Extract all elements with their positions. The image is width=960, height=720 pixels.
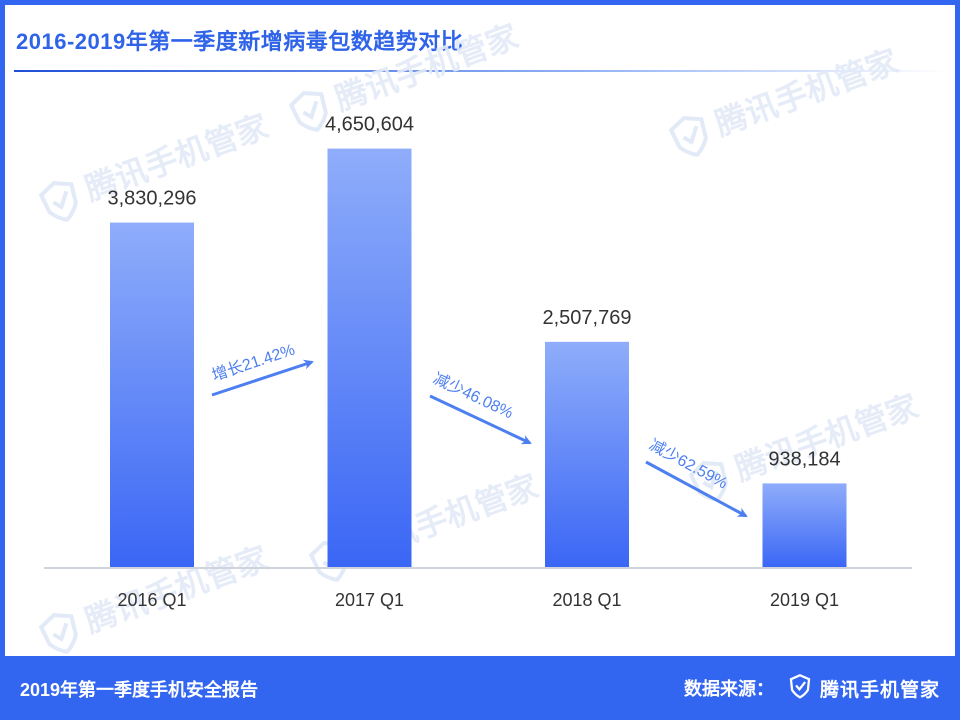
value-label: 2,507,769 (543, 307, 632, 329)
title-underline (14, 70, 948, 72)
bar-2018-q1 (545, 341, 629, 568)
value-label: 4,650,604 (325, 114, 414, 136)
brand-name: 腾讯手机管家 (819, 679, 940, 701)
trend-arrow (211, 359, 314, 397)
labels-layer: 3,830,296 2016 Q1 4,650,604 2017 Q1 2,507,76… (108, 114, 841, 610)
footer-report-title: 2019年第一季度手机安全报告 (20, 680, 259, 700)
source-label: 数据来源： (683, 679, 774, 699)
value-label: 938,184 (768, 448, 840, 470)
bar-2016-q1 (110, 222, 194, 568)
x-tick-label: 2017 Q1 (335, 590, 404, 610)
bars-layer (110, 148, 847, 568)
trend-annotation-2: 减少46.08% (429, 369, 532, 445)
bar-2017-q1 (327, 148, 412, 568)
x-tick-label: 2018 Q1 (552, 590, 621, 610)
svg-text:腾讯手机管家: 腾讯手机管家 (730, 388, 923, 488)
svg-text:腾讯手机管家: 腾讯手机管家 (710, 43, 903, 143)
footer-bar: 2019年第一季度手机安全报告 数据来源： 腾讯手机管家 (0, 656, 960, 720)
trend-annotation-3: 减少62.59% (645, 436, 748, 518)
trend-label: 减少46.08% (430, 369, 516, 422)
x-tick-label: 2019 Q1 (770, 590, 839, 610)
watermark-2: 腾讯手机管家 (666, 43, 903, 163)
bar-2019-q1 (762, 483, 847, 568)
chart-title: 2016-2019年第一季度新增病毒包数趋势对比 (16, 29, 464, 54)
trend-arrow (645, 460, 748, 518)
svg-text:腾讯手机管家: 腾讯手机管家 (330, 18, 523, 118)
footer-source: 数据来源： 腾讯手机管家 (683, 673, 940, 704)
value-label: 3,830,296 (108, 188, 197, 210)
trend-annotation-1: 增长21.42% (210, 341, 314, 397)
trend-label: 增长21.42% (210, 341, 298, 385)
trend-arrow (429, 394, 532, 445)
x-tick-label: 2016 Q1 (117, 590, 186, 610)
shield-check-icon (788, 673, 812, 704)
